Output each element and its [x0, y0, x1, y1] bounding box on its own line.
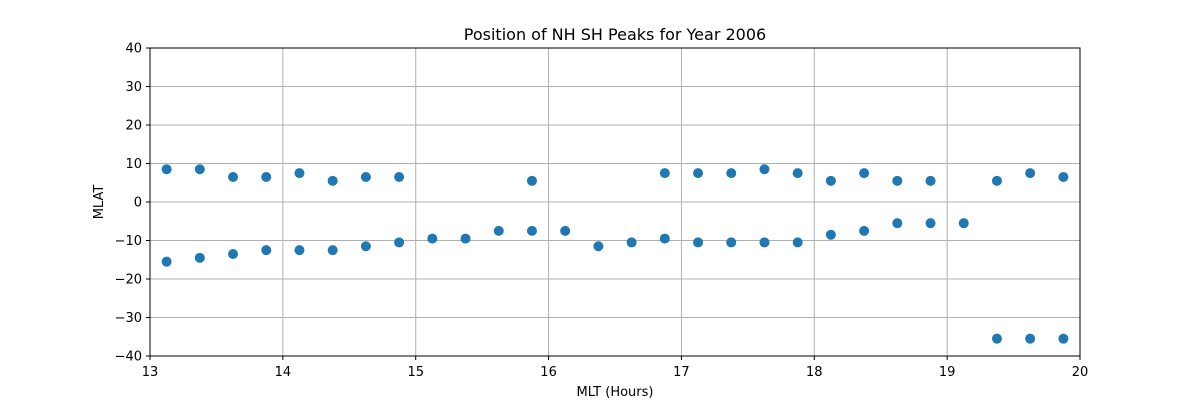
data-point	[560, 225, 571, 236]
data-point	[360, 241, 371, 252]
data-point	[360, 171, 371, 182]
chart-title: Position of NH SH Peaks for Year 2006	[464, 25, 766, 44]
data-point	[327, 175, 338, 186]
data-point	[526, 175, 537, 186]
data-point	[626, 237, 637, 248]
x-tick-label: 15	[407, 365, 424, 380]
data-point	[859, 168, 870, 179]
x-tick-label: 19	[939, 365, 956, 380]
y-tick-label: 10	[125, 157, 142, 172]
data-point	[693, 168, 704, 179]
y-tick-label: 30	[125, 80, 142, 95]
data-point	[593, 241, 604, 252]
data-point	[792, 237, 803, 248]
data-point	[261, 171, 272, 182]
x-tick-label: 20	[1072, 365, 1089, 380]
x-tick-label: 16	[540, 365, 557, 380]
y-tick-label: 40	[125, 42, 142, 57]
y-tick-label: −10	[115, 234, 142, 249]
data-point	[327, 245, 338, 256]
data-point	[892, 218, 903, 229]
data-point	[859, 225, 870, 236]
data-point	[394, 237, 405, 248]
data-point	[991, 175, 1002, 186]
x-axis-title: MLT (Hours)	[577, 385, 654, 400]
data-point	[493, 225, 504, 236]
data-point	[161, 164, 172, 175]
data-point	[1058, 333, 1069, 344]
y-tick-label: −40	[115, 350, 142, 365]
data-point	[1025, 168, 1036, 179]
x-tick-label: 18	[806, 365, 823, 380]
axis-ticks: 13 14 15 16 17 18 19 20 −40 −30 −20 −10 0 10 20 30 40	[115, 42, 1089, 381]
x-tick-label: 17	[673, 365, 690, 380]
data-point	[394, 171, 405, 182]
data-point	[759, 237, 770, 248]
data-point	[726, 237, 737, 248]
data-point	[294, 245, 305, 256]
y-tick-label: −20	[115, 273, 142, 288]
data-point	[194, 252, 205, 263]
y-axis-title: MLAT	[92, 185, 107, 220]
data-point	[427, 233, 438, 244]
data-point	[825, 175, 836, 186]
data-point	[228, 171, 239, 182]
data-point	[294, 168, 305, 179]
data-point	[825, 229, 836, 240]
data-point	[925, 218, 936, 229]
plot-area-frame	[149, 47, 1081, 357]
y-tick-label: 20	[125, 119, 142, 134]
data-point	[526, 225, 537, 236]
data-point	[991, 333, 1002, 344]
data-point	[958, 218, 969, 229]
x-tick-label: 13	[142, 365, 159, 380]
data-points	[161, 164, 1069, 344]
data-point	[161, 256, 172, 267]
data-point	[726, 168, 737, 179]
data-point	[460, 233, 471, 244]
data-point	[228, 248, 239, 259]
x-tick-label: 14	[275, 365, 292, 380]
data-point	[194, 164, 205, 175]
y-tick-label: −30	[115, 311, 142, 326]
data-point	[659, 233, 670, 244]
data-point	[659, 168, 670, 179]
data-point	[892, 175, 903, 186]
data-point	[261, 245, 272, 256]
data-point	[1058, 171, 1069, 182]
data-point	[1025, 333, 1036, 344]
data-point	[792, 168, 803, 179]
data-point	[759, 164, 770, 175]
data-point	[925, 175, 936, 186]
data-point	[693, 237, 704, 248]
y-tick-label: 0	[134, 196, 142, 211]
